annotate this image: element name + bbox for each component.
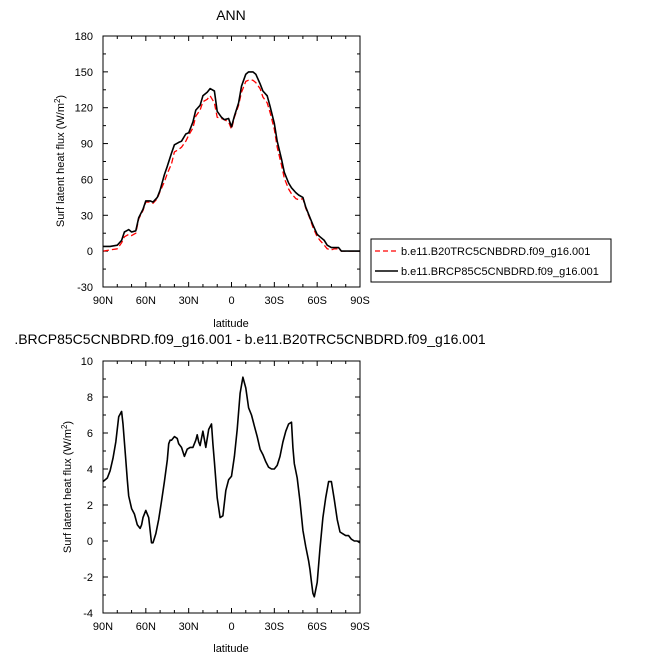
top-x-axis-label: latitude [213, 318, 248, 330]
legend-label-series-1: b.e11.B20TRC5CNBDRD.f09_g16.001 [401, 246, 590, 258]
bottom-chart-title: .BRCP85C5CNBDRD.f09_g16.001 - b.e11.B20T… [14, 331, 486, 347]
bottom-y-tick-label: 4 [87, 464, 93, 476]
bottom-y-tick-label: 2 [87, 500, 93, 512]
top-x-tick-label: 60N [136, 295, 156, 307]
bottom-x-axis-label: latitude [213, 643, 248, 655]
top-y-axis-label-main: Surf latent heat flux (W/m [55, 103, 67, 227]
bottom-x-tick-label: 90S [350, 621, 370, 633]
top-panel: ANN 90N 60N 30N 0 30S 60S 90S -30 0 30 60 90 120 150 1… [53, 7, 370, 330]
top-y-tick-label: 30 [81, 210, 93, 222]
top-plot-frame [102, 35, 361, 288]
bottom-series-line-1 [102, 376, 361, 598]
bottom-y-tick-label: 8 [87, 392, 93, 404]
top-y-tick-label: -30 [77, 282, 93, 294]
top-x-tick-label: 30N [179, 295, 199, 307]
top-x-tick-label: 90N [93, 295, 113, 307]
top-y-tick-label: 120 [75, 103, 93, 115]
top-y-axis-label-close: ) [55, 95, 67, 99]
bottom-series-lines [102, 376, 361, 598]
bottom-y-tick-label: 10 [81, 356, 93, 368]
bottom-x-tick-label: 90N [93, 621, 113, 633]
bottom-y-axis-label: Surf latent heat flux (W/m2) [60, 421, 75, 553]
bottom-y-tick-label: 6 [87, 428, 93, 440]
bottom-x-tick-label: 30S [265, 621, 285, 633]
legend-box [370, 238, 612, 283]
top-y-axis-label-sup: 2 [53, 98, 62, 103]
bottom-panel: .BRCP85C5CNBDRD.f09_g16.001 - b.e11.B20T… [14, 331, 486, 655]
bottom-y-tick-label: 0 [87, 536, 93, 548]
top-x-tick-label: 30S [265, 295, 285, 307]
top-y-tick-label: 180 [75, 31, 93, 43]
top-series-line-1 [102, 79, 360, 252]
bottom-y-tick-label: -2 [83, 572, 93, 584]
bottom-x-tick-label: 30N [179, 621, 199, 633]
legend: b.e11.B20TRC5CNBDRD.f09_g16.001 b.e11.BR… [370, 238, 612, 283]
bottom-x-tick-label: 0 [228, 621, 234, 633]
top-y-tick-label: 60 [81, 174, 93, 186]
legend-label-series-2: b.e11.BRCP85C5CNBDRD.f09_g16.001 [401, 266, 599, 278]
top-series-line-2 [103, 71, 360, 252]
bottom-y-axis-label-main: Surf latent heat flux (W/m [62, 429, 74, 553]
top-y-tick-label: 150 [75, 67, 93, 79]
top-ticks: 90N 60N 30N 0 30S 60S 90S -30 0 30 60 90 120 150 180 [75, 31, 370, 307]
bottom-y-axis-label-close: ) [62, 421, 74, 425]
top-chart-title: ANN [216, 7, 246, 23]
top-x-tick-label: 90S [350, 295, 370, 307]
top-series-lines [102, 71, 360, 252]
bottom-x-tick-label: 60S [307, 621, 327, 633]
top-y-tick-label: 90 [81, 139, 93, 151]
top-x-tick-label: 60S [307, 295, 327, 307]
top-y-tick-label: 0 [87, 246, 93, 258]
top-y-axis-label: Surf latent heat flux (W/m2) [53, 95, 68, 227]
bottom-y-axis-label-sup: 2 [60, 424, 69, 429]
bottom-y-tick-label: -4 [83, 608, 93, 620]
bottom-plot-frame [102, 360, 361, 614]
top-x-tick-label: 0 [228, 295, 234, 307]
bottom-x-tick-label: 60N [136, 621, 156, 633]
